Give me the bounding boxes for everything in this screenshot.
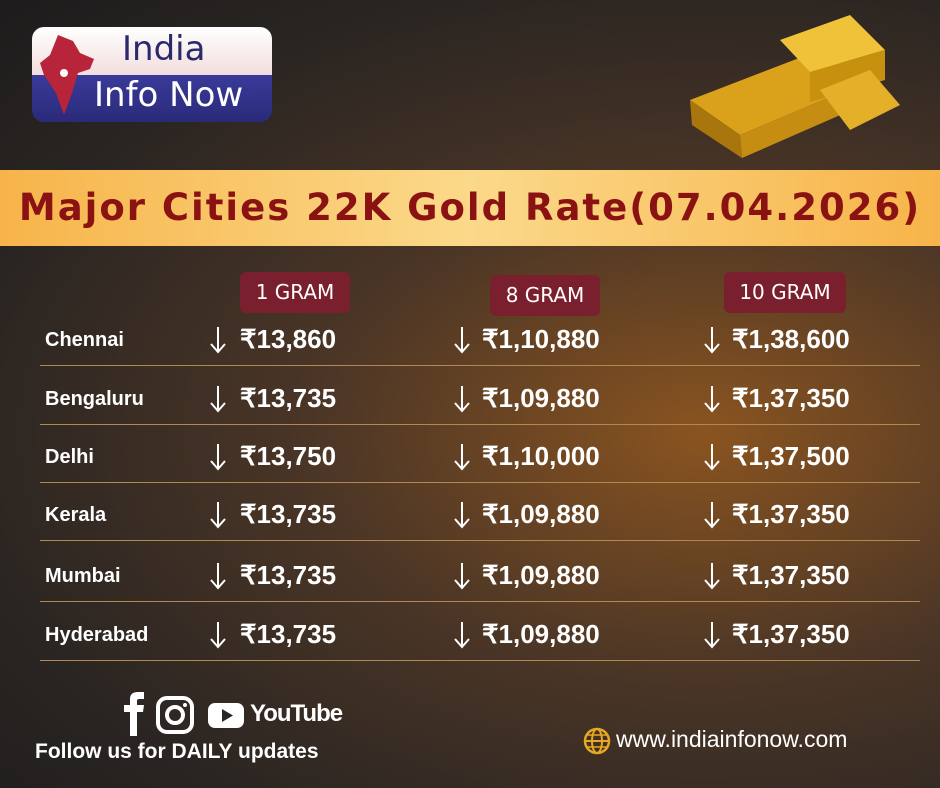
rate-value: ₹1,10,880 bbox=[482, 324, 600, 354]
down-arrow bbox=[704, 327, 720, 354]
down-arrow bbox=[704, 386, 720, 413]
row-divider bbox=[40, 660, 920, 661]
rate-value: ₹13,750 bbox=[240, 441, 337, 471]
down-arrow bbox=[704, 502, 720, 529]
row-divider bbox=[40, 540, 920, 541]
rate-value: ₹1,38,600 bbox=[732, 324, 850, 354]
down-arrow bbox=[704, 563, 720, 590]
gold-bars bbox=[690, 15, 900, 158]
down-arrow bbox=[454, 502, 470, 529]
rate-value: ₹1,37,350 bbox=[732, 560, 850, 590]
logo-line1: India bbox=[122, 29, 206, 69]
rate-value: ₹13,735 bbox=[240, 499, 337, 529]
city-name: Hyderabad bbox=[45, 624, 149, 646]
down-arrow bbox=[210, 502, 226, 529]
down-arrow bbox=[210, 386, 226, 413]
city-name: Bengaluru bbox=[45, 388, 144, 410]
globe-icon bbox=[583, 727, 611, 755]
column-header: 1 GRAM bbox=[240, 272, 350, 313]
rate-value: ₹1,10,000 bbox=[482, 441, 600, 471]
down-arrow bbox=[454, 327, 470, 354]
down-arrow bbox=[454, 444, 470, 471]
rate-value: ₹1,37,350 bbox=[732, 499, 850, 529]
website[interactable]: www.indiainfonow.com bbox=[616, 726, 848, 752]
title-band bbox=[0, 170, 940, 246]
down-arrow bbox=[454, 386, 470, 413]
down-arrow bbox=[454, 563, 470, 590]
column-header: 10 GRAM bbox=[724, 272, 846, 313]
row-divider bbox=[40, 482, 920, 483]
rate-value: ₹13,735 bbox=[240, 619, 337, 649]
rate-value: ₹1,09,880 bbox=[482, 560, 600, 590]
city-name: Delhi bbox=[45, 446, 94, 468]
rate-value: ₹1,37,500 bbox=[732, 441, 850, 471]
city-name: Mumbai bbox=[45, 565, 121, 587]
down-arrow bbox=[210, 622, 226, 649]
rate-value: ₹1,09,880 bbox=[482, 619, 600, 649]
youtube-label: YouTube bbox=[250, 700, 343, 727]
rate-value: ₹13,735 bbox=[240, 560, 337, 590]
city-name: Kerala bbox=[45, 504, 107, 526]
city-name: Chennai bbox=[45, 329, 124, 351]
rate-value: ₹13,860 bbox=[240, 324, 337, 354]
logo-line2: Info Now bbox=[94, 75, 244, 115]
rate-value: ₹1,37,350 bbox=[732, 383, 850, 413]
column-header: 8 GRAM bbox=[490, 275, 600, 316]
rate-value: ₹1,37,350 bbox=[732, 619, 850, 649]
rate-value: ₹1,09,880 bbox=[482, 383, 600, 413]
down-arrow bbox=[210, 327, 226, 354]
row-divider bbox=[40, 424, 920, 425]
down-arrow bbox=[454, 622, 470, 649]
map-icon bbox=[40, 35, 94, 115]
row-divider bbox=[40, 601, 920, 602]
down-arrow bbox=[704, 444, 720, 471]
logo: India Info Now bbox=[32, 27, 272, 122]
down-arrow bbox=[210, 563, 226, 590]
down-arrow bbox=[704, 622, 720, 649]
rate-value: ₹1,09,880 bbox=[482, 499, 600, 529]
row-divider bbox=[40, 365, 920, 366]
title: Major Cities 22K Gold Rate(07.04.2026) bbox=[18, 186, 922, 229]
rate-value: ₹13,735 bbox=[240, 383, 337, 413]
social-icons bbox=[124, 692, 244, 736]
down-arrow bbox=[210, 444, 226, 471]
follow-text: Follow us for DAILY updates bbox=[35, 740, 319, 763]
